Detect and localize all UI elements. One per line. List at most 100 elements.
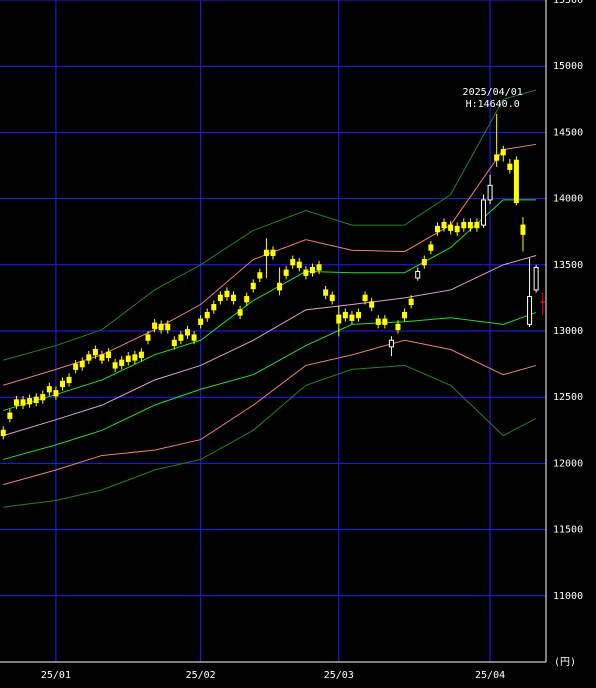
candle-body	[211, 304, 217, 311]
candle-body	[79, 360, 85, 368]
candle-body	[342, 311, 348, 319]
candle-body	[395, 323, 401, 331]
candle-body	[507, 163, 513, 170]
candle-body	[481, 199, 487, 226]
y-tick-label: 15500	[553, 0, 583, 6]
candle-body	[7, 412, 13, 419]
candle-body	[0, 429, 6, 437]
annotation-label: H:14640.0	[466, 99, 520, 110]
candle-body	[204, 311, 210, 319]
y-tick-label: 14500	[553, 127, 583, 138]
candle-body	[296, 261, 302, 268]
candle-body	[46, 386, 52, 393]
candle-body	[421, 259, 427, 266]
candle-body	[20, 399, 26, 406]
candle-body	[158, 323, 164, 331]
candle-body	[415, 270, 421, 279]
candle-body	[53, 390, 59, 397]
candle-body	[369, 301, 375, 308]
candle-body	[461, 221, 467, 229]
annotation-date: 2025/04/01	[463, 87, 523, 98]
candle-body	[73, 363, 79, 370]
candle-body	[283, 269, 289, 276]
candle-body	[402, 311, 408, 319]
candle-body	[178, 334, 184, 341]
candle-body	[513, 159, 519, 204]
candle-body	[132, 354, 138, 361]
x-tick-label: 25/04	[475, 670, 505, 681]
candle-body	[487, 184, 493, 201]
candle-body	[250, 282, 256, 290]
candle-body	[152, 322, 158, 329]
candle-body	[349, 314, 355, 321]
candle-body	[494, 154, 500, 161]
candle-body	[231, 294, 237, 302]
band-line	[3, 311, 537, 460]
candle-body	[138, 351, 144, 358]
candle-body	[191, 334, 197, 341]
candle-body	[382, 318, 388, 325]
candle-body	[165, 323, 171, 331]
candle-body	[290, 259, 296, 266]
candle-body	[99, 354, 105, 361]
candle-body	[388, 339, 394, 348]
candle-body	[520, 224, 526, 235]
candle-body	[356, 311, 362, 319]
y-tick-label: 12000	[553, 458, 583, 469]
candle-body	[86, 354, 92, 361]
candle-body	[434, 225, 440, 233]
band-line	[3, 364, 537, 508]
candle-body	[119, 359, 125, 366]
candle-body	[33, 396, 39, 403]
candle-body	[244, 296, 250, 303]
candle-body	[145, 334, 151, 341]
candle-body	[329, 294, 335, 302]
candle-body	[184, 329, 190, 336]
y-tick-label: 13500	[553, 260, 583, 271]
candle-body	[448, 224, 454, 231]
candle-body	[112, 362, 118, 369]
candle-body	[270, 249, 276, 257]
y-tick-label: 13000	[553, 326, 583, 337]
candle-body	[474, 221, 480, 229]
y-tick-label: 12500	[553, 392, 583, 403]
candle-body	[375, 318, 381, 325]
candle-body	[277, 282, 283, 291]
candle-body	[217, 294, 223, 302]
candle-body	[323, 289, 329, 296]
candle-body	[198, 318, 204, 325]
x-tick-label: 25/03	[324, 670, 354, 681]
candle-body	[125, 355, 131, 362]
y-tick-label: 11500	[553, 525, 583, 536]
candle-body	[257, 272, 263, 279]
x-tick-label: 25/01	[41, 670, 71, 681]
band-line	[3, 143, 537, 386]
band-line	[3, 339, 537, 486]
candle-body	[224, 290, 230, 298]
y-unit: (円)	[554, 657, 576, 668]
candle-body	[106, 351, 112, 358]
candle-body	[237, 309, 243, 316]
y-tick-label: 14000	[553, 194, 583, 205]
candle-body	[171, 339, 177, 347]
candle-body	[527, 296, 533, 325]
candle-body	[13, 399, 19, 406]
candle-body	[92, 349, 98, 356]
band-line	[3, 89, 537, 361]
candle-body	[40, 394, 46, 401]
candle-body	[309, 266, 315, 274]
candle-body	[533, 266, 539, 291]
candle-body	[27, 398, 33, 405]
candle-body	[316, 264, 322, 271]
y-tick-label: 15000	[553, 61, 583, 72]
candle-body	[362, 294, 368, 302]
band-line	[3, 255, 537, 437]
candle-body	[66, 376, 72, 384]
candle-body	[336, 314, 342, 324]
candle-body	[303, 269, 309, 276]
y-tick-label: 11000	[553, 591, 583, 602]
candle-body	[263, 249, 269, 257]
x-tick-label: 25/02	[186, 670, 216, 681]
